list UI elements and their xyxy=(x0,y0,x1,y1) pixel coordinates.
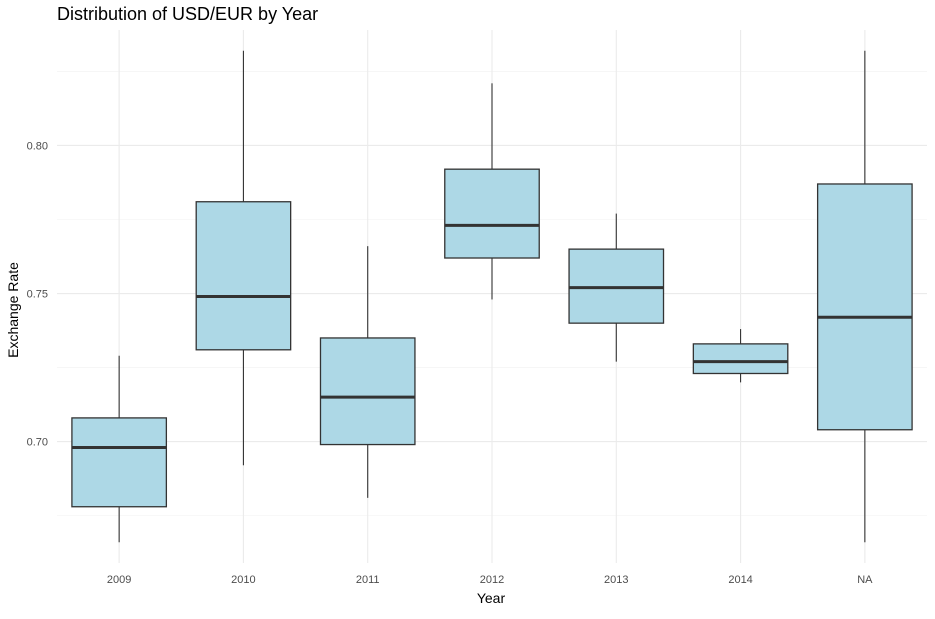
x-axis-title: Year xyxy=(477,590,506,606)
y-tick-label: 0.80 xyxy=(27,140,48,152)
y-axis-title: Exchange Rate xyxy=(5,262,21,358)
box-2009 xyxy=(71,355,168,543)
y-tick-label: 0.70 xyxy=(27,437,48,449)
iqr-box xyxy=(444,168,540,259)
box-2011 xyxy=(319,246,416,498)
boxes-group xyxy=(71,50,913,543)
box-NA xyxy=(816,50,913,543)
iqr-box xyxy=(71,417,168,508)
x-tick-label: 2014 xyxy=(728,574,752,586)
iqr-box xyxy=(195,201,292,351)
x-tick-label: 2010 xyxy=(231,574,255,586)
y-tick-label: 0.75 xyxy=(27,289,48,301)
iqr-box xyxy=(319,337,416,446)
x-tick-label: 2012 xyxy=(480,574,504,586)
x-tick-label: 2013 xyxy=(604,574,628,586)
axis-labels: 0.70 0.75 0.80 2009 2010 2011 2012 2013 2014 NA xyxy=(27,140,874,586)
x-tick-label: NA xyxy=(857,574,873,586)
x-tick-label: 2009 xyxy=(107,574,131,586)
box-2014 xyxy=(692,329,789,383)
iqr-box xyxy=(816,183,913,431)
x-tick-label: 2011 xyxy=(356,574,380,586)
iqr-box xyxy=(692,343,789,375)
chart-title: Distribution of USD/EUR by Year xyxy=(57,4,318,24)
box-2013 xyxy=(568,213,665,362)
box-2012 xyxy=(444,83,540,300)
box-2010 xyxy=(195,50,292,466)
